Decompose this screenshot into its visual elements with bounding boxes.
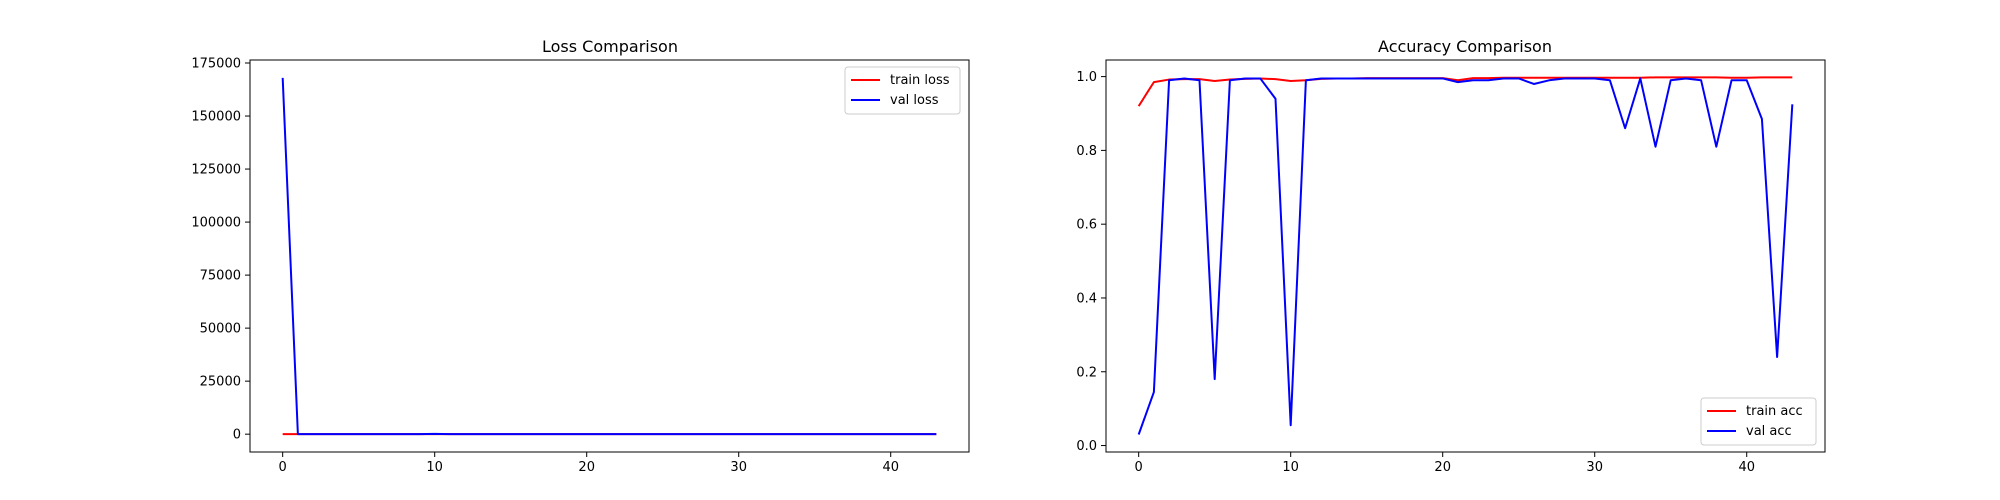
accuracy-plot-frame bbox=[1105, 59, 1826, 453]
loss-y-tick-label: 0 bbox=[233, 428, 241, 443]
loss-y-tick-label: 150000 bbox=[191, 110, 241, 125]
accuracy-y-tick-label: 0.2 bbox=[1076, 365, 1097, 380]
loss-chart-title: Loss Comparison bbox=[542, 37, 678, 56]
loss-y-tick-label: 175000 bbox=[191, 57, 241, 72]
loss-legend: train loss val loss bbox=[844, 66, 961, 115]
loss-x-tick-label: 40 bbox=[882, 460, 899, 475]
accuracy-y-axis-ticks: 0.0 0.2 0.4 0.6 0.8 1.0 bbox=[1076, 70, 1106, 454]
loss-y-tick-label: 100000 bbox=[191, 216, 241, 231]
accuracy-x-tick-label: 40 bbox=[1738, 460, 1755, 475]
loss-x-tick-label: 0 bbox=[279, 460, 287, 475]
accuracy-legend-box bbox=[1700, 397, 1817, 446]
loss-legend-box bbox=[844, 66, 961, 115]
accuracy-legend-label-val: val acc bbox=[1746, 424, 1792, 439]
loss-x-axis-ticks: 0 10 20 30 40 bbox=[279, 452, 899, 475]
accuracy-y-tick-label: 0.8 bbox=[1076, 144, 1097, 159]
loss-y-tick-label: 25000 bbox=[200, 375, 241, 390]
loss-series-lines bbox=[281, 77, 937, 436]
accuracy-y-tick-label: 0.4 bbox=[1076, 291, 1097, 306]
loss-plot-frame bbox=[249, 59, 970, 453]
accuracy-x-axis-ticks: 0 10 20 30 40 bbox=[1135, 452, 1755, 475]
accuracy-y-tick-label: 0.6 bbox=[1076, 218, 1097, 233]
accuracy-chart-title: Accuracy Comparison bbox=[1378, 37, 1552, 56]
loss-y-tick-label: 125000 bbox=[191, 163, 241, 178]
accuracy-x-tick-label: 20 bbox=[1434, 460, 1451, 475]
loss-series-line-val bbox=[281, 77, 937, 436]
loss-y-axis-ticks: 0 25000 50000 75000 100000 125000 150000 175000 bbox=[191, 57, 250, 443]
loss-y-tick-label: 50000 bbox=[200, 322, 241, 337]
loss-x-tick-label: 30 bbox=[730, 460, 747, 475]
accuracy-x-tick-label: 10 bbox=[1282, 460, 1299, 475]
loss-comparison-panel: Loss Comparison 0 10 20 30 40 0 25000 50000 750… bbox=[191, 37, 970, 475]
accuracy-y-tick-label: 0.0 bbox=[1076, 439, 1097, 454]
accuracy-legend: train acc val acc bbox=[1700, 397, 1817, 446]
accuracy-series-line-val bbox=[1137, 77, 1794, 435]
loss-y-tick-label: 75000 bbox=[200, 269, 241, 284]
accuracy-x-tick-label: 0 bbox=[1135, 460, 1143, 475]
accuracy-series-lines bbox=[1137, 76, 1794, 435]
accuracy-comparison-panel: Accuracy Comparison 0 10 20 30 40 0.00.20.40… bbox=[1076, 37, 1826, 475]
accuracy-legend-label-train: train acc bbox=[1746, 404, 1803, 419]
accuracy-y-tick-label: 1.0 bbox=[1076, 70, 1097, 85]
loss-x-tick-label: 20 bbox=[578, 460, 595, 475]
loss-x-tick-label: 10 bbox=[426, 460, 443, 475]
loss-legend-label-val: val loss bbox=[890, 93, 939, 108]
loss-legend-label-train: train loss bbox=[890, 73, 950, 88]
accuracy-x-tick-label: 30 bbox=[1586, 460, 1603, 475]
